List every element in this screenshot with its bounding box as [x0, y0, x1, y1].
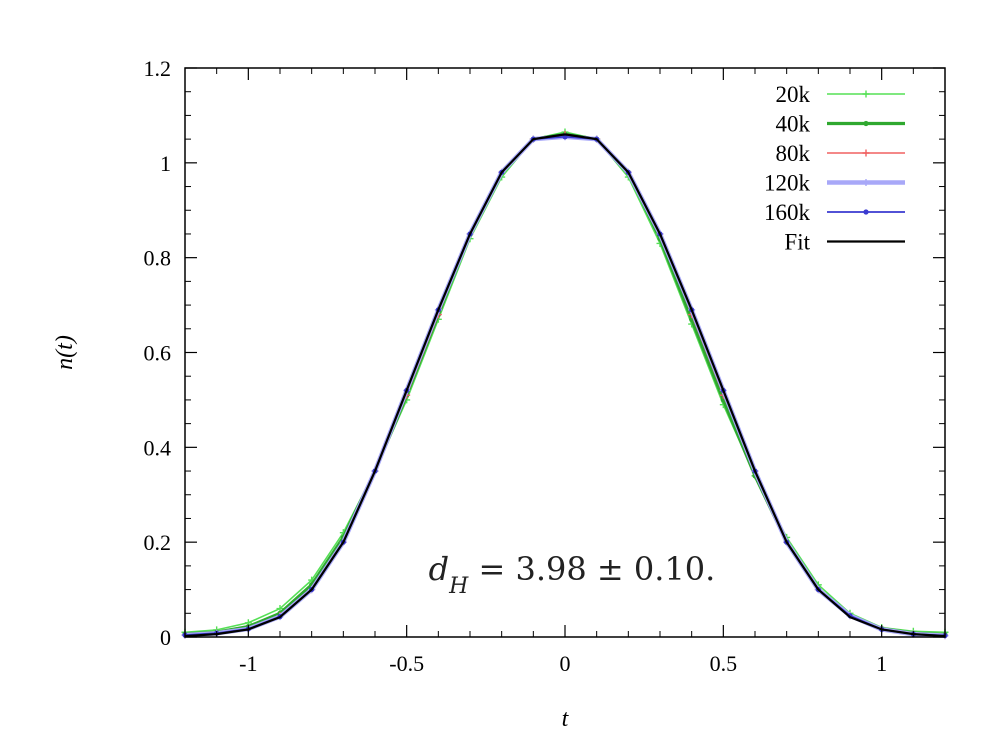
annotation-subscript: H	[448, 574, 469, 599]
legend-entry-40k: 40k	[776, 112, 905, 137]
legend-label: 120k	[764, 171, 811, 196]
x-tick-label: 0.5	[710, 651, 738, 676]
legend-label: 160k	[764, 200, 811, 225]
data-point	[862, 179, 870, 186]
data-point	[863, 209, 869, 215]
y-axis-label: n(t)	[52, 335, 78, 370]
legend-entry-fit: Fit	[784, 230, 905, 255]
data-point	[862, 149, 870, 157]
legend-label: 40k	[776, 112, 811, 137]
x-tick-label: -0.5	[389, 651, 424, 676]
legend-label: Fit	[784, 230, 810, 255]
legend-entry-160k: 160k	[764, 200, 905, 225]
series-layer	[181, 128, 949, 640]
legend-entry-120k: 120k	[764, 171, 905, 196]
y-tick-label: 0	[160, 625, 171, 650]
y-tick-label: 1.2	[144, 56, 172, 81]
x-axis-label: t	[562, 706, 570, 732]
series-fit	[184, 133, 946, 638]
data-point	[862, 90, 870, 98]
ticks-layer	[184, 67, 946, 638]
legend-entry-80k: 80k	[776, 141, 905, 166]
legend-label: 20k	[776, 82, 811, 107]
x-tick-label: -1	[239, 651, 257, 676]
y-tick-label: 0.4	[144, 435, 172, 460]
legend: 20k 40k 80k 120k 160k Fit	[764, 82, 905, 255]
series-line-fit	[184, 133, 946, 638]
annotation-value: = 3.98 ± 0.10.	[468, 550, 715, 588]
annotation-symbol: d	[429, 550, 449, 588]
y-tick-label: 1	[160, 151, 171, 176]
y-tick-label: 0.6	[144, 341, 172, 366]
data-point	[863, 120, 869, 127]
legend-entry-20k: 20k	[776, 82, 905, 107]
legend-label: 80k	[776, 141, 811, 166]
y-tick-label: 0.2	[144, 530, 172, 555]
tick-labels: -1 -0.5 0 0.5 1 0 0.2 0.4 0.6 0.8 1 1.2	[144, 56, 888, 676]
y-tick-label: 0.8	[144, 246, 172, 271]
x-tick-label: 1	[876, 651, 887, 676]
x-tick-label: 0	[560, 651, 571, 676]
annotation-dh: dH = 3.98 ± 0.10.	[429, 550, 716, 599]
